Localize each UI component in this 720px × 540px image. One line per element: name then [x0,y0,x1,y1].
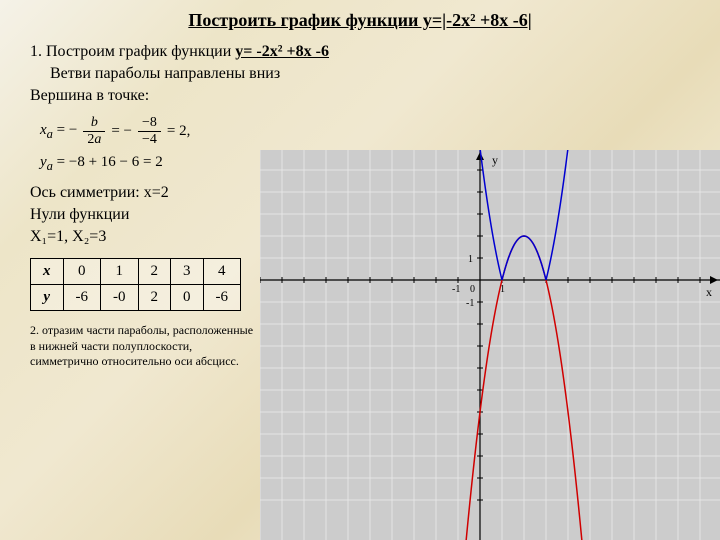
zeros-line1: Нули функции [30,206,690,224]
step1-line2: Ветви параболы направлены вниз [30,65,690,83]
cell: 3 [171,259,204,285]
cell: 1 [101,259,139,285]
formula-ya: ya = −8 + 16 − 6 = 2 [40,154,690,174]
page-title: Построить график функции y=|-2x² +8x -6| [30,10,690,31]
cell: 2 [138,259,171,285]
cell: -6 [63,285,101,311]
cell: -6 [203,285,241,311]
footer-note: 2. отразим части параболы, расположенные… [30,323,260,370]
step1-line3: Вершина в точке: [30,87,690,105]
step1-func: y= -2x² +8x -6 [235,43,329,60]
cell: 4 [203,259,241,285]
xa-result: = 2, [167,123,190,140]
th-x: x [31,259,64,285]
formula-xa: xa = − b2a = − −8−4 = 2, [40,115,690,148]
step1-line1: 1. Построим график функции y= -2x² +8x -… [30,43,690,61]
formula-block: xa = − b2a = − −8−4 = 2, ya = −8 + 16 − … [40,115,690,174]
table-row-x: x 0 1 2 3 4 [31,259,241,285]
axis-line: Ось симметрии: x=2 [30,184,690,202]
cell: 0 [171,285,204,311]
cell: -0 [101,285,139,311]
cell: 0 [63,259,101,285]
th-y: y [31,285,64,311]
zeros-line2: X₁=1, X₂=3 [30,228,690,246]
step1-prefix: 1. Построим график функции [30,43,235,60]
cell: 2 [138,285,171,311]
table-row-y: y -6 -0 2 0 -6 [31,285,241,311]
xy-table: x 0 1 2 3 4 y -6 -0 2 0 -6 [30,258,690,311]
